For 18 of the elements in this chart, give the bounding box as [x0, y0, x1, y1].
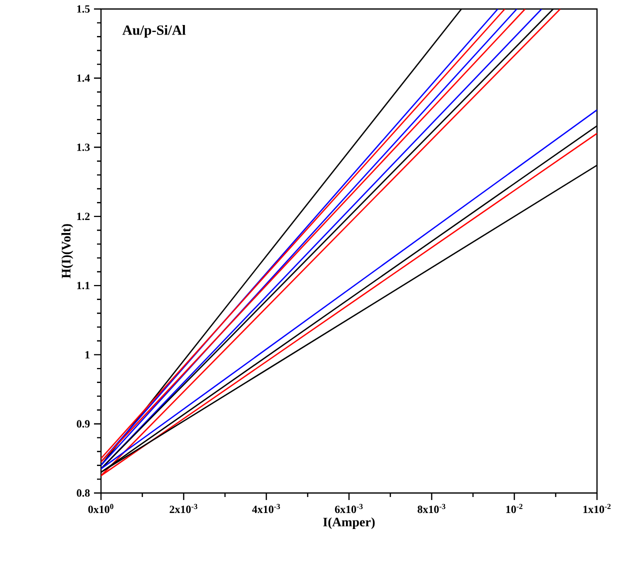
- y-axis-title: H(I)(Volt): [61, 224, 74, 278]
- x-tick-label: 1x10$^{-2}$: [583, 504, 611, 514]
- x-tick-label: 4x10$^{-3}$: [252, 504, 280, 514]
- x-tick-label: 0x10$^{0}$: [88, 504, 114, 514]
- x-tick-label: 8x10$^{-3}$: [418, 504, 446, 514]
- x-axis-title: I(Amper): [323, 517, 375, 530]
- y-tick-label: 1.3: [77, 144, 90, 151]
- annotation: Au/p-Si/Al: [122, 25, 186, 38]
- x-tick-label: 6x10$^{-3}$: [334, 504, 363, 514]
- y-tick-label: 1.5: [77, 5, 90, 13]
- y-tick-label: 1.2: [77, 212, 90, 220]
- y-tick-label: 0.9: [76, 420, 90, 428]
- x-tick-label: 2x10$^{-3}$: [170, 504, 198, 514]
- y-tick-label: 0.8: [76, 489, 90, 497]
- y-tick-label: 1.1: [77, 282, 90, 290]
- y-tick-label: 1.4: [77, 74, 90, 82]
- x-tick-label: 10$^{-2}$: [506, 504, 522, 514]
- y-tick-label: 1: [85, 351, 90, 358]
